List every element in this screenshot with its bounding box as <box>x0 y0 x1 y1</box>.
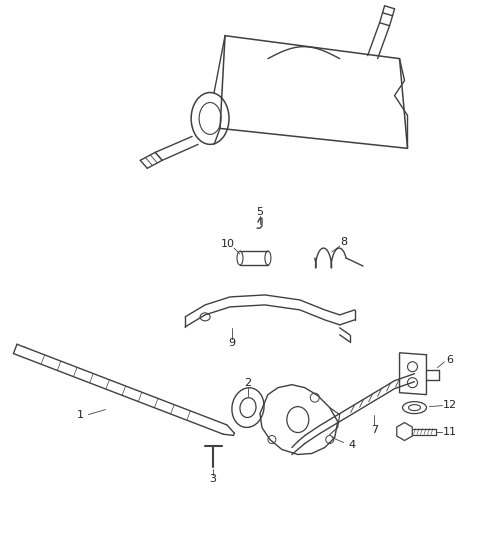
Text: 12: 12 <box>443 400 456 410</box>
Text: 1: 1 <box>77 410 84 419</box>
Text: 10: 10 <box>221 239 235 249</box>
Text: 5: 5 <box>256 207 264 217</box>
Text: 6: 6 <box>446 355 453 365</box>
Text: 3: 3 <box>210 474 216 484</box>
Text: 4: 4 <box>348 440 355 449</box>
Text: 11: 11 <box>443 426 456 437</box>
Text: 7: 7 <box>371 425 378 435</box>
Text: 9: 9 <box>228 338 236 348</box>
Text: 8: 8 <box>340 237 347 247</box>
Text: 2: 2 <box>244 378 252 388</box>
